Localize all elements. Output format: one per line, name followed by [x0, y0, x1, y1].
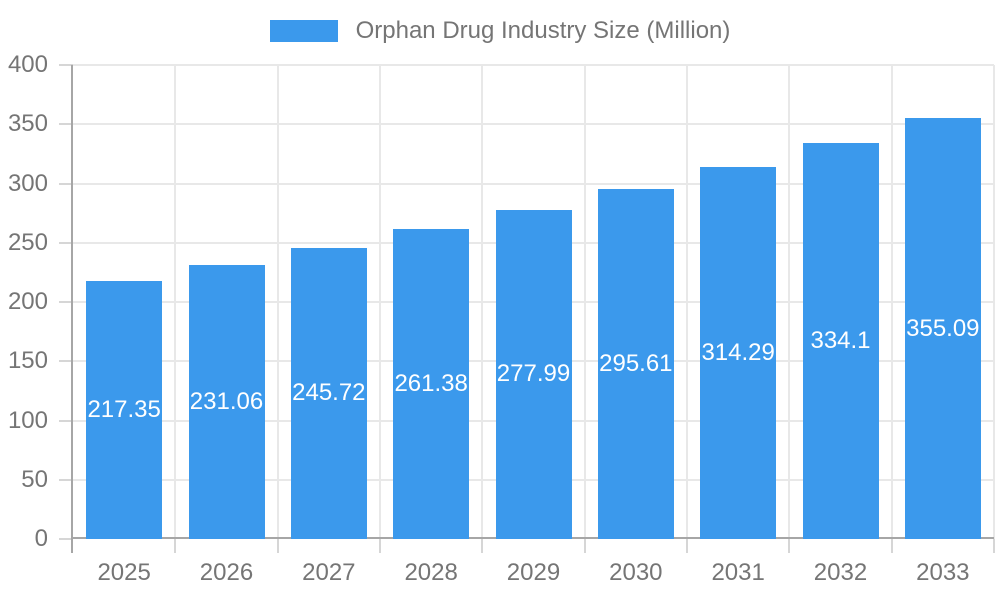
- bar-2032[interactable]: [802, 143, 879, 539]
- x-gridline: [379, 65, 381, 539]
- x-axis-tick: [686, 539, 688, 553]
- x-gridline: [686, 65, 688, 539]
- bar-2028[interactable]: [393, 229, 470, 539]
- y-tick-label: 250: [7, 228, 48, 256]
- x-tick-label: 2027: [302, 559, 356, 586]
- y-axis-tick: [59, 478, 73, 481]
- y-tick-label: 350: [7, 110, 48, 138]
- legend-swatch: [269, 20, 338, 42]
- x-gridline: [481, 65, 484, 539]
- x-tick-label: 2025: [97, 559, 151, 586]
- y-axis-tick: [59, 64, 73, 66]
- bar-2027[interactable]: [290, 247, 367, 539]
- legend-item[interactable]: Orphan Drug Industry Size (Million): [0, 17, 1000, 45]
- bar-value-label: 261.38: [394, 370, 468, 398]
- y-tick-label: 200: [7, 288, 48, 315]
- bar-2031[interactable]: [700, 166, 777, 539]
- bar-2033[interactable]: [904, 118, 981, 539]
- bar-2030[interactable]: [597, 188, 674, 539]
- y-axis-tick: [59, 123, 73, 126]
- bar-value-label: 277.99: [496, 360, 571, 388]
- bar-2025[interactable]: [86, 281, 163, 539]
- y-tick-label: 100: [7, 406, 48, 434]
- bar-value-label: 355.09: [906, 314, 980, 342]
- bar-value-label: 334.1: [810, 327, 871, 355]
- y-gridline: [73, 64, 994, 66]
- x-gridline: [993, 65, 995, 539]
- bar-value-label: 245.72: [292, 379, 366, 407]
- y-gridline: [73, 123, 994, 126]
- x-axis-tick: [890, 539, 893, 553]
- y-axis-tick: [59, 241, 73, 244]
- x-axis-tick: [276, 539, 279, 553]
- x-tick-label: 2032: [813, 559, 868, 586]
- x-tick-label: 2030: [609, 559, 663, 586]
- y-tick-label: 0: [34, 525, 48, 552]
- y-axis-tick: [59, 538, 73, 540]
- x-axis-tick: [993, 539, 995, 553]
- x-axis-tick: [379, 539, 381, 553]
- x-axis-tick: [481, 539, 484, 553]
- x-gridline: [276, 65, 279, 539]
- y-tick-label: 300: [7, 169, 48, 197]
- x-tick-label: 2028: [404, 559, 458, 586]
- y-axis-line: [71, 65, 73, 553]
- y-tick-label: 50: [21, 465, 48, 493]
- y-axis-tick: [59, 419, 73, 422]
- x-gridline: [174, 65, 177, 539]
- x-tick-label: 2026: [199, 559, 254, 586]
- bar-value-label: 217.35: [87, 396, 161, 424]
- bar-value-label: 231.06: [189, 388, 264, 416]
- x-axis-tick: [583, 539, 586, 553]
- x-tick-label: 2031: [711, 559, 765, 586]
- x-tick-label: 2033: [916, 559, 970, 586]
- x-gridline: [890, 65, 893, 539]
- y-tick-label: 150: [7, 347, 48, 375]
- x-axis-tick: [788, 539, 791, 553]
- bar-2026[interactable]: [188, 265, 265, 539]
- y-tick-label: 400: [7, 51, 48, 78]
- bar-2029[interactable]: [495, 209, 572, 539]
- bar-value-label: 314.29: [701, 338, 775, 366]
- y-axis-tick: [59, 360, 73, 363]
- x-gridline: [788, 65, 791, 539]
- legend-label: Orphan Drug Industry Size (Million): [355, 17, 731, 44]
- x-axis-tick: [174, 539, 177, 553]
- y-axis-tick: [59, 182, 73, 185]
- x-gridline: [583, 65, 586, 539]
- x-tick-label: 2029: [506, 559, 561, 586]
- y-axis-tick: [59, 301, 73, 303]
- y-gridline: [73, 182, 994, 185]
- bar-value-label: 295.61: [599, 349, 673, 377]
